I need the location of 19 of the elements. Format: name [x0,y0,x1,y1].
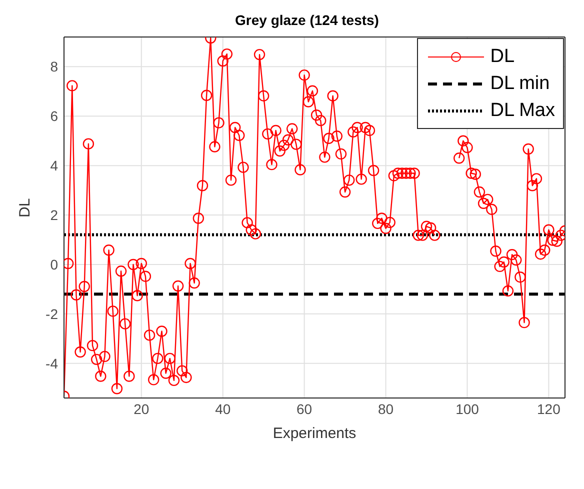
x-tick-label: 60 [296,400,312,417]
y-tick-label: -2 [46,306,58,322]
chart-title: Grey glaze (124 tests) [234,12,380,28]
y-tick-label: -4 [46,355,58,372]
y-axis-title: DL [16,198,34,218]
x-tick-label: 120 [537,400,561,417]
y-tick-label: 2 [50,206,58,223]
legend-label: DL Max [490,99,555,123]
x-axis-title: Experiments [272,425,356,442]
x-tick-label: 80 [378,400,394,417]
x-tick-label: 40 [215,400,231,417]
y-tick-label: 8 [50,58,58,75]
y-tick-label: 4 [50,158,58,174]
legend-label: DL min [490,72,550,96]
x-tick-label: 100 [456,400,480,417]
x-tick-label: 20 [134,400,150,417]
y-tick-label: 6 [50,108,58,124]
legend-label: DL [490,45,515,69]
y-tick-label: 0 [50,256,58,272]
